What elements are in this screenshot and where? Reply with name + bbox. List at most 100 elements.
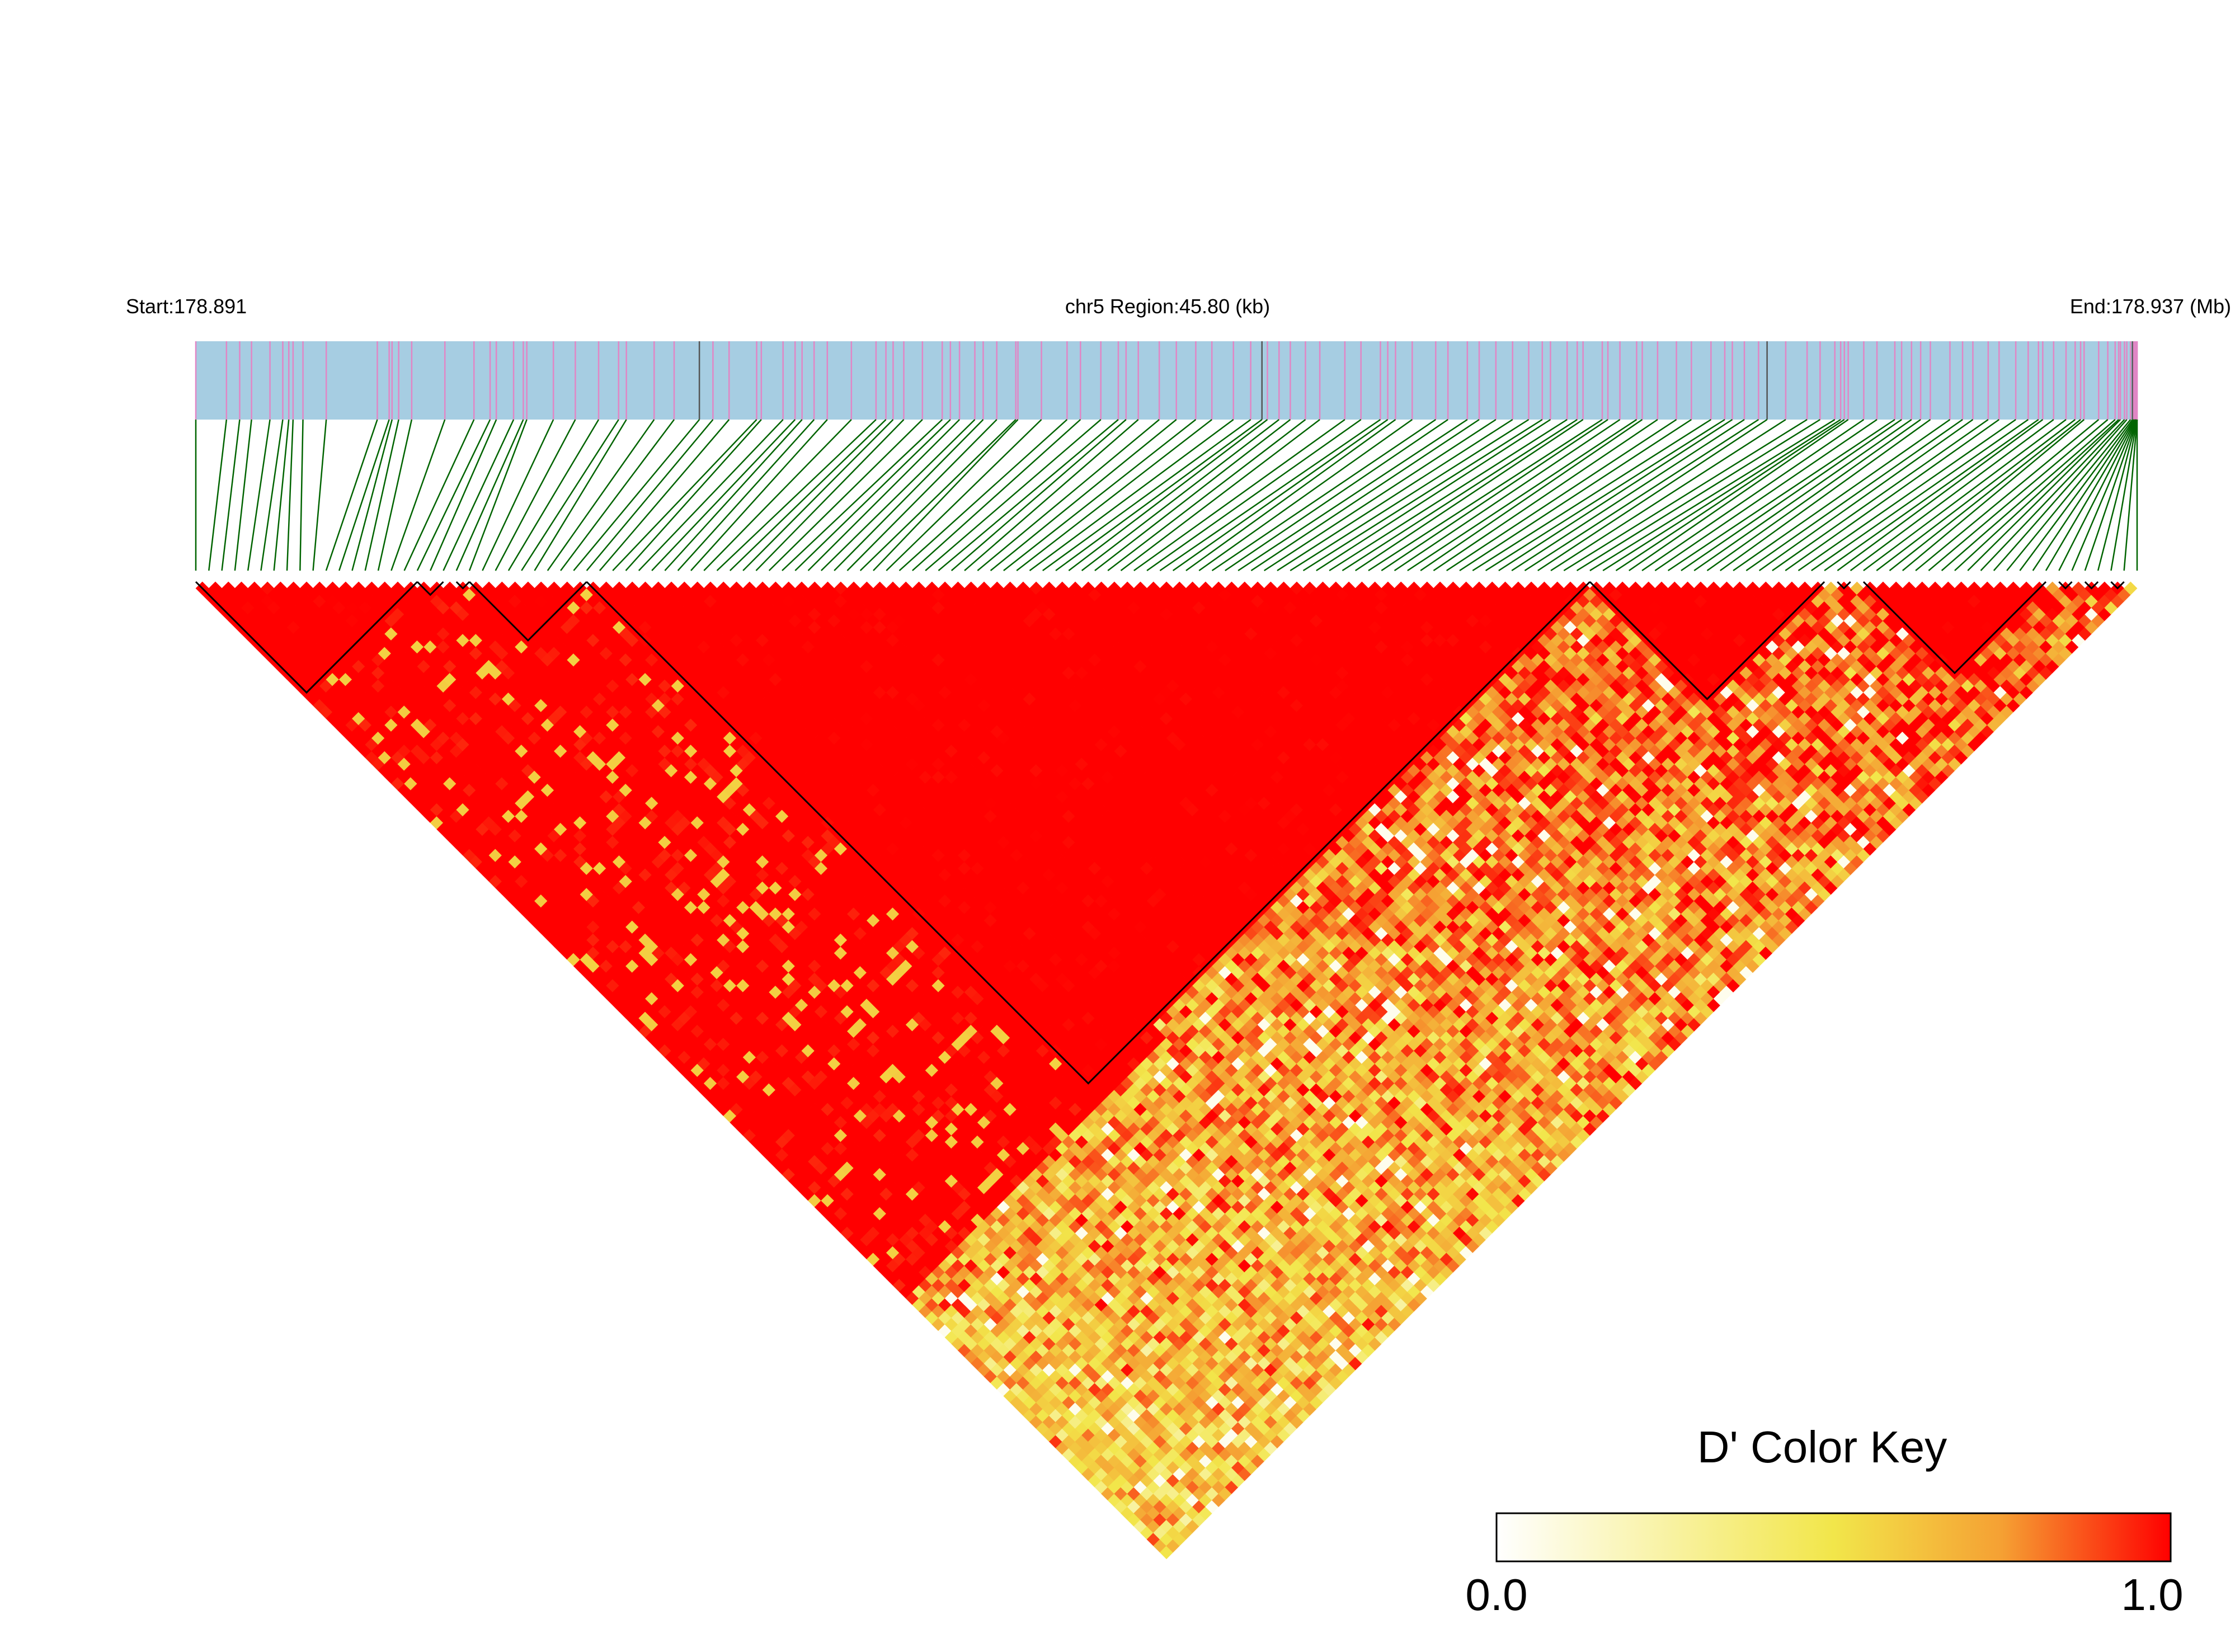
snp-connector [2071,419,2137,571]
snp-connector [1029,418,1234,572]
snp-connector [794,419,951,571]
snp-connector [1498,418,1733,572]
snp-connector [716,419,877,571]
snp-connector [938,419,1119,571]
snp-connector [1159,418,1381,572]
snp-connector [1368,418,1603,572]
snp-connector [1277,418,1513,572]
snp-connector [1850,418,2054,572]
snp-connector [1446,418,1677,572]
region-title-label: chr5 Region:45.80 (kb) [1065,295,1270,318]
snp-connector-lines [195,418,2138,572]
snp-connector [1602,418,1841,572]
snp-connector [1550,418,1786,572]
snp-connector [1198,418,1413,572]
snp-connector [1667,418,1895,572]
snp-connector [260,419,284,571]
snp-connector [455,419,524,571]
snp-connector [925,419,1102,571]
snp-connector [651,419,796,571]
snp-connector [599,419,730,571]
snp-connector [664,419,803,571]
snp-connector [1511,418,1745,572]
snp-connector [703,419,852,571]
snp-connector [690,419,828,571]
snp-connector [1485,418,1725,572]
snp-connector [507,419,600,571]
snp-connector [1772,418,1989,572]
snp-connector [2123,419,2138,571]
snp-connector [1902,419,2085,571]
snp-connector [873,419,1019,571]
snp-connector [2045,419,2135,571]
snp-connector [560,419,675,571]
snp-connector [573,419,700,571]
snp-connector [912,419,1081,571]
snp-connector [247,419,271,571]
snp-connector [312,419,327,571]
snp-connector [534,419,627,571]
region-start-label: Start:178.891 [126,295,247,318]
snp-connector [1016,419,1212,571]
snp-connector [1094,419,1291,571]
snp-connector [1876,419,2076,571]
snp-connector [1629,418,1849,572]
snp-connector [820,419,976,571]
snp-connector [1238,418,1468,572]
snp-connector [2110,419,2138,571]
snp-connector [430,419,497,571]
snp-connector [1250,418,1480,572]
snp-connector [2019,419,2133,571]
snp-connector [1433,418,1658,572]
snp-connector [1576,418,1821,572]
snp-connector [1472,418,1712,572]
snp-connector [1837,418,2044,572]
snp-connector [403,419,475,571]
snp-connector [1524,418,1759,572]
snp-connector [1081,419,1280,571]
snp-connector [1290,418,1530,572]
snp-connector [586,419,714,571]
snp-connector [990,419,1177,571]
snp-connector [1915,419,2100,571]
snp-connector [1003,419,1197,571]
snp-connector [1459,418,1692,572]
snp-connector [482,419,554,571]
snp-connector [1537,418,1768,572]
snp-connector [1641,418,1865,572]
snp-connector [846,419,997,571]
snp-connector [1589,418,1836,572]
snp-connector [325,419,378,571]
snp-connector [1824,418,2039,572]
snp-connector [1329,418,1568,572]
snp-connector [625,419,762,571]
snp-connector [338,419,390,571]
snp-connector [1146,418,1362,572]
snp-connector [1745,418,1963,572]
snp-connector [273,419,290,571]
snp-connector [364,419,399,571]
snp-connector [1302,418,1543,572]
snp-connector [859,419,1017,571]
snp-connector [1381,418,1608,572]
snp-connector [755,419,905,571]
snp-connector [612,419,757,571]
snp-connector [1706,418,1921,572]
snp-connector [2097,419,2138,571]
snp-connector [1967,419,2121,571]
snp-connector [1342,418,1578,572]
snp-connector [468,419,528,571]
snp-connector [729,419,887,571]
snp-connector [2032,419,2135,571]
snp-connector [1055,418,1263,572]
snp-connector [1941,419,2116,571]
snp-connector [1928,419,2109,571]
snp-connector [416,419,491,571]
snp-connector [1420,418,1643,572]
snp-connector [834,419,984,571]
snp-connector [1811,418,2029,572]
snp-connector [1225,418,1448,572]
snp-connector [677,419,815,571]
snp-connector [886,419,1042,571]
